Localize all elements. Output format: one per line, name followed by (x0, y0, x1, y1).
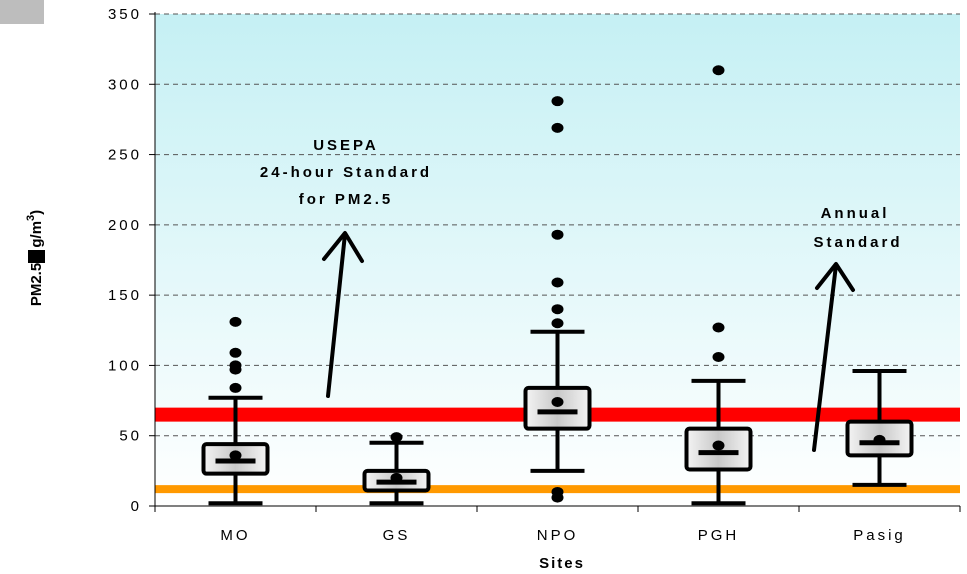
mean-NPO (551, 396, 564, 407)
y-axis-title-main: PM2.5 ( (28, 254, 45, 307)
annotation-24h-line-3: for PM2.5 (299, 191, 394, 208)
outlier-NPO-4 (551, 277, 564, 288)
box-NPO (523, 96, 592, 503)
y-axis-title-close: ) (28, 210, 45, 215)
y-tick-label-100: 100 (108, 357, 142, 374)
y-tick-label-250: 250 (108, 147, 142, 164)
box-PGH (684, 65, 753, 506)
y-axis-title-unit: g/m (28, 221, 45, 248)
box-MO (201, 316, 270, 506)
x-axis-title: Sites (539, 555, 585, 572)
outlier-NPO-6 (551, 122, 564, 133)
x-tick-label-GS: GS (383, 527, 411, 544)
y-tick-label-0: 0 (131, 498, 142, 515)
mean-GS (390, 472, 403, 483)
annotation-annual: Annual Standard (813, 205, 902, 251)
mean-MO (229, 450, 242, 461)
outlier-NPO-7 (551, 96, 564, 107)
outlier-PGH-0 (712, 351, 725, 362)
box-GS (362, 432, 431, 506)
x-tick-label-Pasig: Pasig (853, 527, 906, 544)
outlier-GS-0 (390, 432, 403, 443)
y-tick-label-300: 300 (108, 76, 142, 93)
y-axis-title: PM2.5 ( g/m3) (25, 210, 45, 306)
outlier-NPO-3 (551, 304, 564, 315)
corner-decoration (0, 0, 44, 24)
annotation-annual-line-2: Standard (813, 234, 902, 251)
outlier-MO-2 (229, 360, 242, 371)
x-tick-label-PGH: PGH (698, 527, 740, 544)
micro-symbol-mark (28, 250, 45, 263)
outlier-MO-0 (229, 382, 242, 393)
box-series (201, 65, 914, 506)
mean-Pasig (873, 434, 886, 445)
annotation-annual-line-1: Annual (821, 205, 890, 222)
y-tick-label-50: 50 (119, 428, 142, 445)
outlier-NPO-2 (551, 318, 564, 329)
x-axis-ticks: MO GS NPO PGH Pasig (154, 506, 961, 544)
svg-text:PM2.5 (g/m3): PM2.5 ( g/m3) (25, 210, 45, 306)
annotation-24h: USEPA 24-hour Standard for PM2.5 (260, 137, 432, 208)
y-tick-label-150: 150 (108, 287, 142, 304)
arrow-annual (812, 262, 855, 452)
y-tick-label-200: 200 (108, 217, 142, 234)
y-axis-ticks: 0 50 100 150 200 250 300 350 (108, 6, 155, 515)
x-tick-label-NPO: NPO (537, 527, 579, 544)
arrow-24h (322, 231, 364, 398)
outlier-PGH-1 (712, 322, 725, 333)
y-tick-label-350: 350 (108, 6, 142, 23)
x-tick-label-MO: MO (220, 527, 250, 544)
box-iqr-NPO (523, 385, 592, 431)
outlier-PGH-2 (712, 65, 725, 76)
annotation-24h-line-1: USEPA (313, 137, 379, 154)
outlier-MO-4 (229, 316, 242, 327)
box-Pasig (845, 369, 914, 487)
y-axis-title-sup: 3 (25, 215, 37, 221)
outlier-NPO-1 (551, 486, 564, 497)
outlier-MO-3 (229, 347, 242, 358)
annotation-24h-line-2: 24-hour Standard (260, 164, 432, 181)
mean-PGH (712, 440, 725, 451)
axes (154, 12, 960, 507)
outlier-NPO-5 (551, 229, 564, 240)
